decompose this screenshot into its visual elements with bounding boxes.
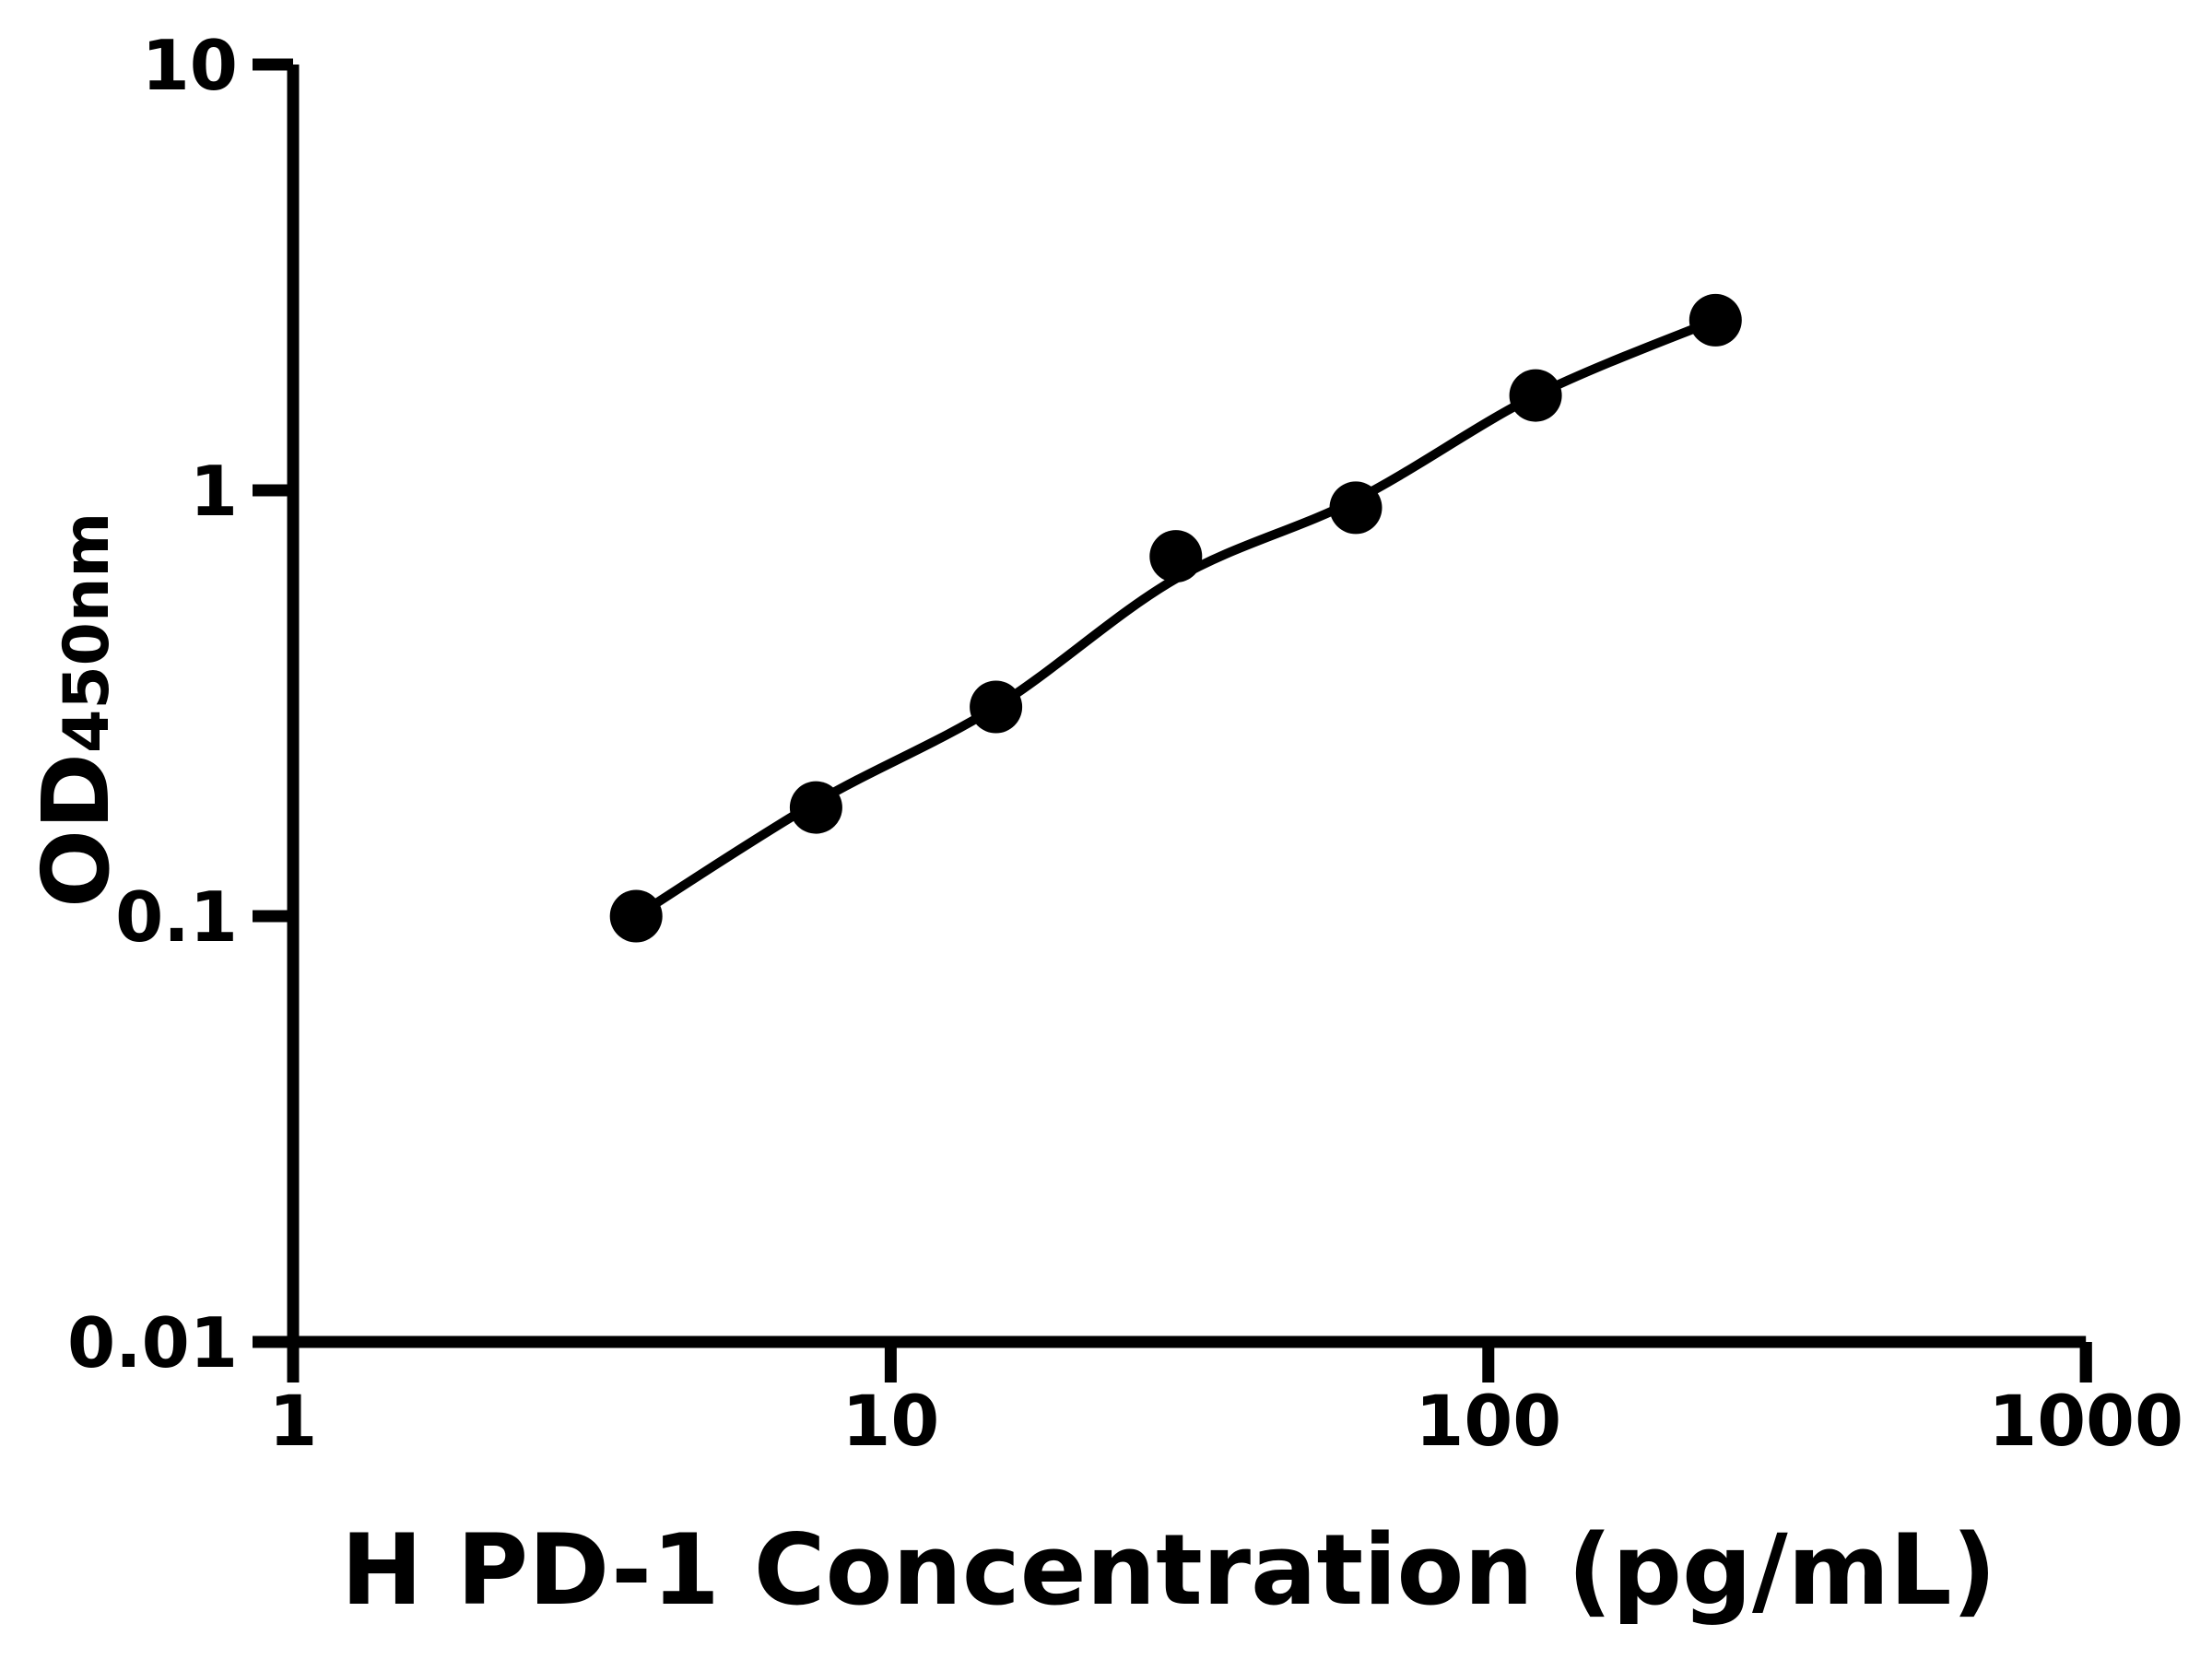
data-point bbox=[789, 781, 842, 834]
x-tick-label: 100 bbox=[1415, 1380, 1561, 1462]
data-point bbox=[970, 680, 1023, 734]
y-tick-label: 0.1 bbox=[115, 877, 238, 958]
x-tick-label: 1000 bbox=[1988, 1380, 2183, 1462]
axes bbox=[253, 58, 2092, 1382]
tick-labels: 10 1 0.1 0.01 1 10 100 1000 bbox=[67, 25, 2183, 1462]
data-point bbox=[1688, 293, 1742, 347]
data-point bbox=[1149, 530, 1203, 583]
data-point bbox=[609, 889, 663, 943]
y-axis-title-subscript: 450nm bbox=[51, 512, 124, 753]
data-point bbox=[1509, 369, 1562, 422]
y-tick-label: 1 bbox=[190, 451, 238, 532]
y-tick-label: 10 bbox=[142, 25, 238, 106]
y-tick-label: 0.01 bbox=[67, 1302, 238, 1383]
y-axis-title-main: OD bbox=[22, 753, 130, 908]
x-axis-title: H PD-1 Concentration (pg/mL) bbox=[341, 1513, 1996, 1627]
y-axis-title: OD450nm bbox=[22, 512, 130, 908]
data-points bbox=[609, 293, 1742, 943]
x-tick-label: 10 bbox=[842, 1380, 940, 1462]
data-point bbox=[1329, 481, 1382, 535]
x-tick-label: 1 bbox=[269, 1380, 318, 1462]
